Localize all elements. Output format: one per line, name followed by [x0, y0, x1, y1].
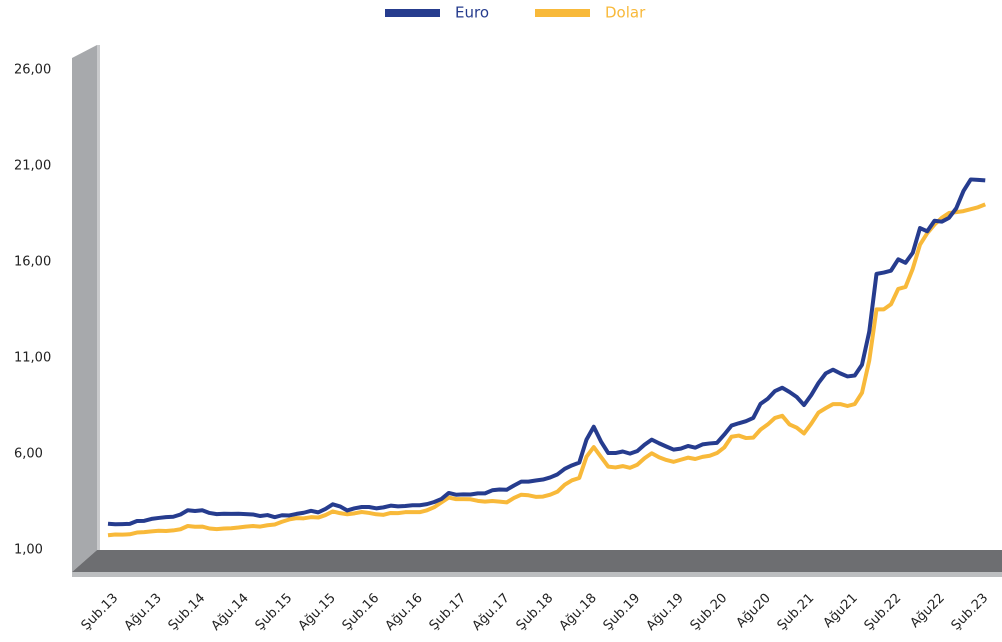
x-tick-label: Şub.13 — [79, 591, 122, 634]
legend-swatch — [385, 9, 440, 17]
x-tick-label: Şub.20 — [688, 591, 731, 634]
x-tick-label: Ağu.14 — [209, 591, 252, 634]
y-tick-label: 26,00 — [14, 63, 51, 78]
legend-label: Dolar — [605, 4, 646, 22]
x-tick-label: Şub.17 — [427, 591, 470, 634]
x-tick-label: Ağu.15 — [296, 591, 339, 634]
y-tick-label: 6,00 — [14, 447, 43, 462]
x-tick-label: Ağu21 — [821, 591, 861, 631]
x-tick-label: Şub.19 — [601, 591, 644, 634]
x-tick-label: Şub.21 — [775, 591, 818, 634]
floor-edge — [72, 572, 1002, 577]
x-tick-label: Ağu20 — [734, 591, 774, 631]
x-tick-label: Ağu.16 — [383, 591, 426, 634]
x-tick-label: Şub.18 — [514, 591, 557, 634]
legend-label: Euro — [455, 4, 489, 22]
x-tick-label: Şub.22 — [862, 591, 905, 634]
y-tick-label: 1,00 — [14, 543, 43, 558]
series-line — [107, 177, 986, 527]
legend-swatch — [535, 9, 590, 17]
x-tick-label: Ağu22 — [908, 591, 948, 631]
y-tick-label: 21,00 — [14, 159, 51, 174]
x-tick-label: Ağu.13 — [122, 591, 165, 634]
x-tick-label: Şub.15 — [253, 591, 296, 634]
x-tick-label: Şub.14 — [166, 591, 209, 634]
wall — [72, 45, 97, 572]
x-tick-label: Ağu.17 — [470, 591, 513, 634]
x-tick-label: Şub.23 — [949, 591, 992, 634]
x-tick-label: Şub.16 — [340, 591, 383, 634]
floor — [72, 550, 1002, 572]
x-tick-label: Ağu.19 — [644, 591, 687, 634]
y-tick-label: 16,00 — [14, 255, 51, 270]
y-tick-label: 11,00 — [14, 351, 51, 366]
series-line — [107, 202, 986, 538]
x-tick-label: Ağu.18 — [557, 591, 600, 634]
wall-edge — [97, 45, 100, 550]
